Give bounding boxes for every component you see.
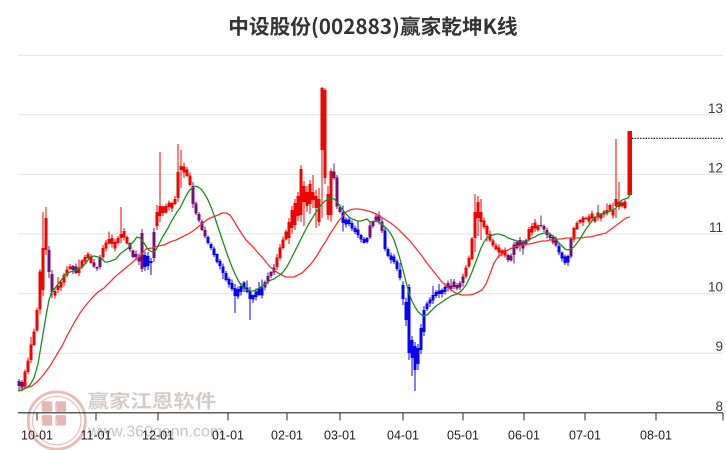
svg-text:04-01: 04-01 <box>387 428 419 442</box>
svg-text:02-01: 02-01 <box>271 428 303 442</box>
svg-text:11-01: 11-01 <box>80 428 111 442</box>
svg-text:12-01: 12-01 <box>142 428 174 442</box>
svg-text:10: 10 <box>708 280 723 295</box>
svg-text:13: 13 <box>708 101 723 116</box>
svg-text:8: 8 <box>715 399 723 414</box>
svg-text:01-01: 01-01 <box>212 428 244 442</box>
svg-text:03-01: 03-01 <box>324 428 356 442</box>
svg-text:11: 11 <box>709 220 723 235</box>
svg-text:08-01: 08-01 <box>640 428 672 442</box>
svg-text:10-01: 10-01 <box>21 428 53 442</box>
svg-text:07-01: 07-01 <box>569 428 601 442</box>
svg-text:05-01: 05-01 <box>447 428 479 442</box>
svg-text:06-01: 06-01 <box>508 428 540 442</box>
svg-text:9: 9 <box>715 339 723 354</box>
svg-text:www.360gann.com: www.360gann.com <box>87 424 223 441</box>
svg-text:12: 12 <box>708 160 723 175</box>
